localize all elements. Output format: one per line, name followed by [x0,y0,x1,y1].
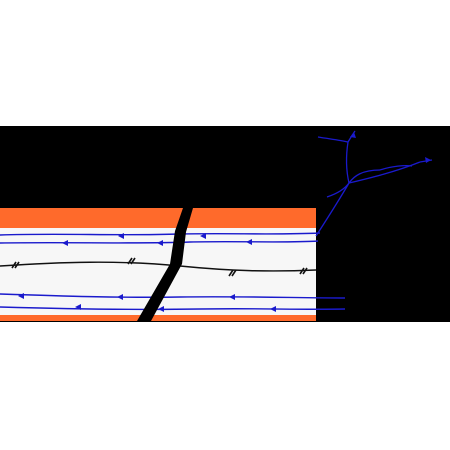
black-line-marks [11,257,308,277]
diagonal-crack [137,208,193,321]
orange-bottom-band [0,315,316,321]
branching-arrowheads [350,132,431,163]
blue-arrowheads-top [62,233,252,246]
branching-blue-lines [315,130,433,237]
orange-top-band [0,208,316,228]
blue-thin-lines-bottom [0,293,346,311]
blue-arrowheads-bottom [18,293,276,312]
